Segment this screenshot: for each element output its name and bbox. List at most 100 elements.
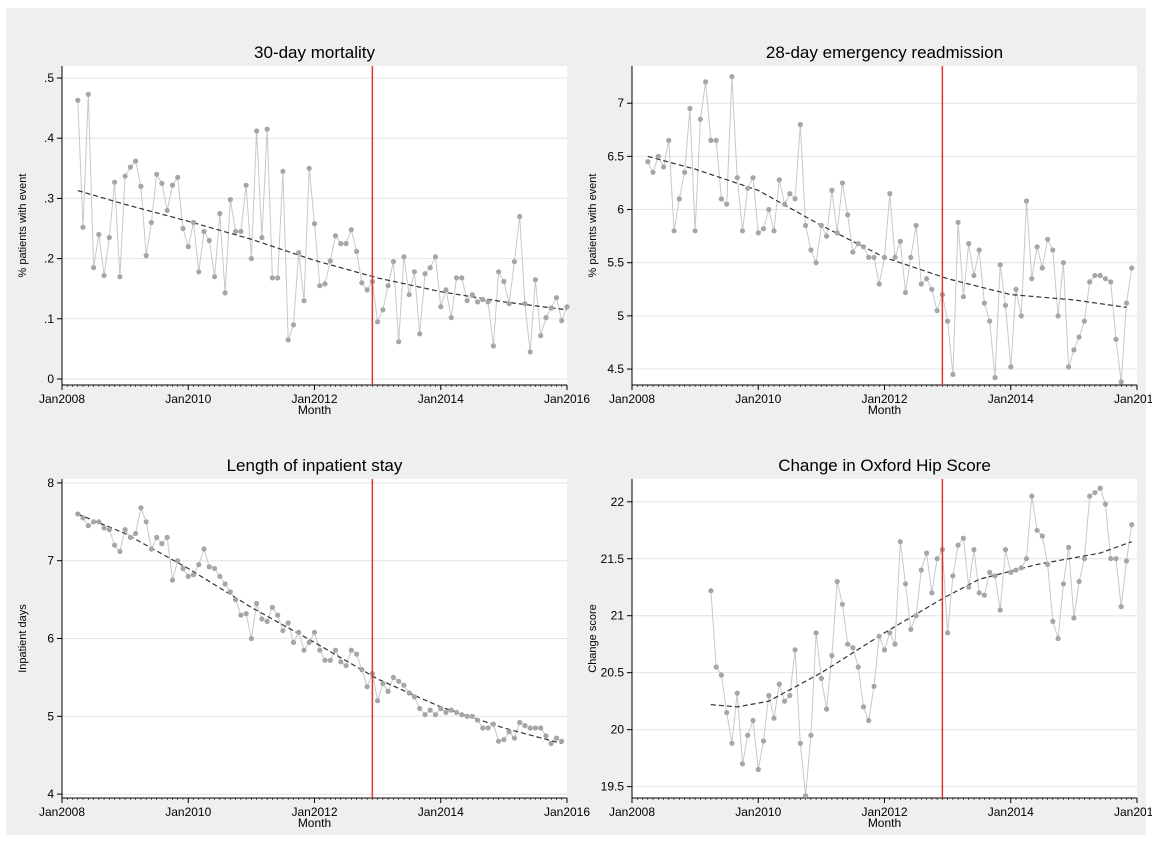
data-point — [1008, 569, 1014, 575]
data-point — [971, 272, 977, 279]
data-point — [860, 244, 867, 250]
data-point — [296, 250, 302, 256]
data-point — [422, 271, 428, 277]
data-point — [311, 221, 318, 227]
x-tick-label: Jan2012 — [861, 805, 907, 819]
data-point — [354, 651, 360, 657]
data-point — [106, 234, 112, 241]
data-point — [1023, 556, 1030, 562]
plot-area — [632, 479, 1137, 798]
data-point — [143, 253, 149, 259]
data-point — [708, 588, 714, 594]
data-point — [808, 247, 814, 253]
data-point — [91, 265, 97, 271]
y-axis-label: Inpatient days — [17, 604, 29, 673]
data-point — [871, 683, 877, 689]
data-point — [475, 299, 481, 305]
data-point — [96, 231, 102, 238]
y-tick-label: 20.5 — [601, 666, 625, 680]
y-tick-label: .5 — [44, 71, 54, 85]
data-point — [375, 319, 381, 325]
data-point — [950, 573, 956, 579]
data-point — [1081, 556, 1087, 562]
data-point — [122, 173, 128, 179]
data-point — [553, 295, 560, 301]
data-point — [180, 225, 186, 232]
data-point — [839, 180, 845, 186]
data-point — [85, 523, 91, 529]
data-point — [845, 641, 851, 647]
data-point — [892, 254, 898, 260]
chart-title: Change in Oxford Hip Score — [778, 456, 991, 475]
y-tick-label: 21 — [611, 609, 625, 623]
data-point — [1023, 198, 1030, 204]
data-point — [275, 275, 281, 281]
x-tick-label: Jan2010 — [735, 805, 781, 819]
x-tick-label: Jan2016 — [544, 392, 590, 406]
x-tick-label: Jan2010 — [165, 805, 211, 819]
data-point — [133, 158, 139, 164]
data-point — [981, 300, 987, 306]
data-point — [818, 222, 824, 229]
data-point — [1013, 567, 1019, 573]
data-point — [724, 710, 730, 716]
data-point — [390, 674, 396, 680]
data-point — [729, 74, 735, 80]
data-point — [364, 287, 370, 293]
data-point — [453, 709, 460, 715]
trend-line — [710, 541, 1132, 708]
data-point — [955, 219, 961, 225]
x-tick-label: Jan2008 — [39, 392, 85, 406]
data-point — [876, 633, 882, 639]
data-point — [290, 322, 297, 328]
data-point — [496, 738, 502, 744]
data-point — [808, 732, 814, 738]
x-tick-label: Jan2012 — [291, 805, 337, 819]
data-point — [913, 222, 919, 229]
data-point — [1076, 578, 1082, 585]
y-tick-label: 6 — [47, 632, 54, 646]
data-point — [443, 709, 449, 715]
data-point — [745, 185, 751, 191]
data-point — [85, 91, 91, 97]
data-point — [448, 315, 454, 321]
data-point — [317, 647, 323, 653]
chart-svg: 0 .1 .2 .3 .4 .5 Jan2008 Jan2010 Jan2012 Jan2014 J… — [17, 43, 590, 417]
y-tick-label: 22 — [611, 495, 625, 509]
data-point — [834, 578, 840, 585]
data-point — [401, 682, 407, 688]
data-point — [787, 692, 793, 699]
data-point — [818, 675, 824, 681]
data-point — [855, 241, 861, 247]
data-point — [1076, 334, 1082, 340]
data-point — [285, 337, 291, 343]
data-point — [296, 629, 302, 635]
data-point — [511, 735, 517, 741]
data-point — [448, 707, 454, 713]
data-point — [945, 630, 951, 636]
data-point — [243, 611, 249, 617]
data-point — [671, 228, 677, 234]
data-point — [1018, 313, 1024, 319]
data-point — [532, 277, 539, 283]
series-line — [77, 94, 568, 352]
data-point — [380, 307, 386, 313]
data-point — [1055, 313, 1061, 319]
data-point — [955, 542, 961, 548]
x-tick-label: Jan2016 — [1114, 805, 1152, 819]
data-point — [427, 707, 433, 713]
data-point — [766, 206, 772, 213]
data-point — [713, 664, 719, 670]
data-point — [332, 647, 339, 653]
data-point — [485, 725, 491, 731]
data-point — [997, 607, 1003, 613]
chart-oxford-hip-score: 19.5 20 20.5 21 21.5 22 Jan2008 Jan2010 Jan2012 J… — [576, 421, 1152, 835]
data-point — [259, 234, 265, 241]
data-point — [755, 766, 761, 773]
data-point — [159, 541, 165, 547]
data-point — [243, 182, 249, 188]
data-point — [75, 511, 81, 517]
data-point — [918, 281, 924, 287]
data-point — [75, 97, 81, 103]
data-point — [1008, 364, 1014, 370]
